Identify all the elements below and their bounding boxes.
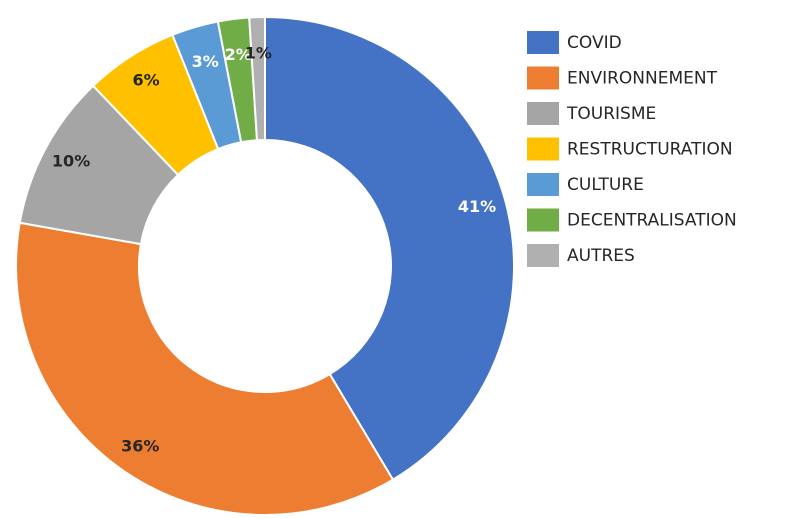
legend-label: RESTRUCTURATION (567, 140, 733, 160)
legend-label: ENVIRONNEMENT (567, 69, 718, 89)
data-label: 41% (458, 197, 496, 216)
data-label: 3% (192, 52, 219, 71)
legend-label: COVID (567, 33, 622, 53)
legend-swatch (527, 208, 559, 232)
legend-swatch (527, 244, 559, 267)
donut-slice (15, 221, 395, 516)
legend-label: CULTURE (567, 175, 644, 195)
legend-label: TOURISME (566, 104, 656, 124)
donut-slice (264, 15, 515, 482)
data-label: 1% (245, 44, 272, 63)
legend-swatch (527, 31, 559, 54)
data-label: 36% (121, 437, 159, 456)
legend-swatch (527, 137, 559, 161)
legend-label: DECENTRALISATION (567, 211, 737, 231)
legend-swatch (527, 102, 559, 125)
legend-swatch (527, 173, 559, 196)
data-label: 6% (132, 70, 159, 89)
legend-label: AUTRES (567, 246, 635, 266)
donut-slice (248, 15, 266, 142)
data-label: 10% (52, 152, 90, 171)
data-label: 2% (225, 45, 252, 64)
legend-swatch (527, 66, 559, 90)
